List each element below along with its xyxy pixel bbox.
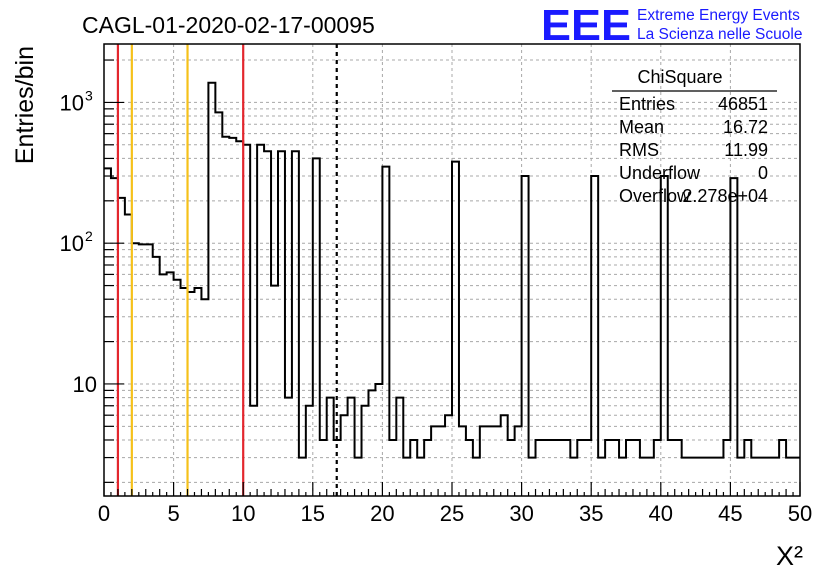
x-tick-label: 30 [509, 501, 533, 526]
eee-logo: EEE Extreme Energy Events La Scienza nel… [541, 1, 802, 50]
stats-box: ChiSquare Entries 46851 Mean 16.72 RMS 11.99 U… [612, 67, 777, 206]
stats-label: Overflow [619, 186, 691, 206]
x-tick-label: 0 [98, 501, 110, 526]
logo-line-2: La Scienza nelle Scuole [637, 26, 802, 43]
y-tick-label: 10 [73, 372, 97, 397]
y-tick-label: 10 [60, 231, 84, 256]
y-axis-label: Entries/bin [11, 46, 39, 164]
stats-value: 0 [758, 163, 768, 183]
y-tick-label: 10 [60, 90, 84, 115]
y-tick-exponent: 3 [85, 87, 93, 103]
x-tick-label: 35 [579, 501, 603, 526]
x-tick-label: 10 [231, 501, 255, 526]
x-tick-label: 5 [167, 501, 179, 526]
x-axis-label: X² [776, 541, 803, 571]
x-tick-label: 50 [788, 501, 812, 526]
chart-title: CAGL-01-2020-02-17-00095 [82, 12, 375, 38]
x-tick-label: 20 [370, 501, 394, 526]
stats-value: 2.278e+04 [682, 186, 768, 206]
x-tick-label: 15 [301, 501, 325, 526]
logo-line-1: Extreme Energy Events [637, 7, 800, 24]
stats-value: 46851 [718, 94, 768, 114]
stats-label: Entries [619, 94, 675, 114]
x-tick-label: 45 [718, 501, 742, 526]
histogram [104, 81, 800, 459]
histogram-outline [104, 81, 800, 459]
stats-label: Mean [619, 117, 664, 137]
stats-box-title: ChiSquare [637, 67, 722, 87]
logo-mark: EEE [541, 1, 631, 50]
x-tick-label: 25 [440, 501, 464, 526]
stats-value: 11.99 [724, 140, 768, 160]
x-tick-label: 40 [649, 501, 673, 526]
y-tick-exponent: 2 [85, 228, 93, 244]
stats-value: 16.72 [723, 117, 768, 137]
stats-label: RMS [619, 140, 659, 160]
stats-label: Underflow [619, 163, 701, 183]
reference-lines [116, 44, 338, 496]
